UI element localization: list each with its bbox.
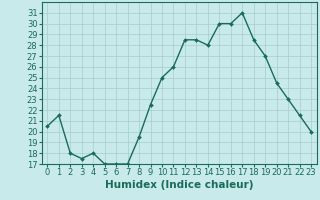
X-axis label: Humidex (Indice chaleur): Humidex (Indice chaleur) [105,180,253,190]
